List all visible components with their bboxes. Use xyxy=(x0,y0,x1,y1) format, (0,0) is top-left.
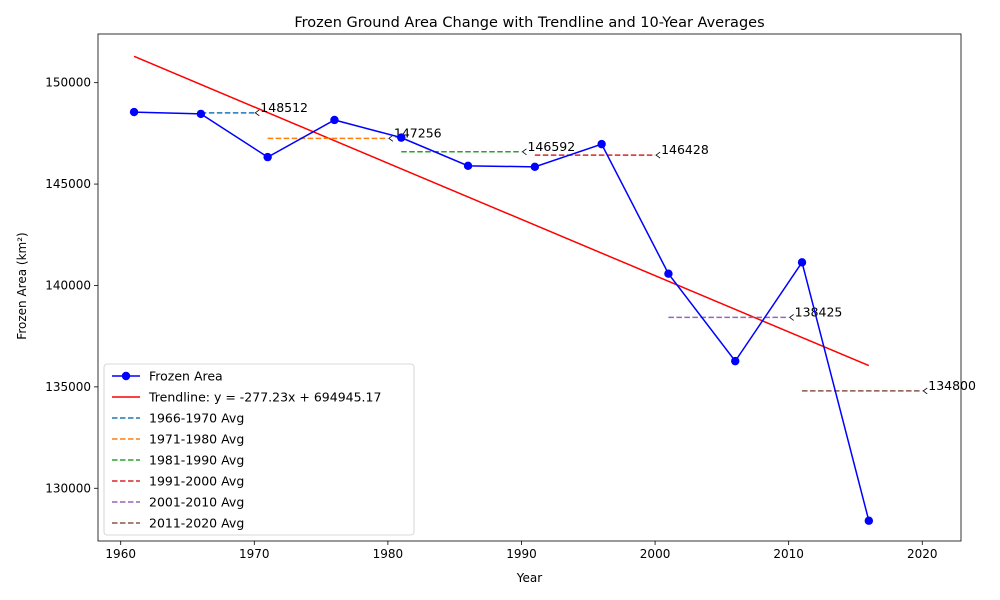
data-point xyxy=(196,109,206,119)
avg-annotation-arrow xyxy=(521,148,527,156)
legend-label: 2001-2010 Avg xyxy=(149,495,244,510)
avg-annotation-label: 146428 xyxy=(661,142,709,157)
y-tick-label: 145000 xyxy=(45,177,91,191)
x-tick-label: 1970 xyxy=(239,547,270,561)
y-tick-label: 135000 xyxy=(45,380,91,394)
legend-marker xyxy=(121,371,131,381)
avg-annotation-arrow xyxy=(789,314,794,321)
avg-annotation-label: 134800 xyxy=(928,378,976,393)
x-tick-label: 2000 xyxy=(640,547,671,561)
legend-box xyxy=(103,363,415,536)
data-point xyxy=(664,269,673,278)
legend-label: Trendline: y = -277.23x + 694945.17 xyxy=(148,390,381,405)
axes-frame xyxy=(97,33,962,542)
legend-label: Frozen Area xyxy=(149,369,223,384)
data-point xyxy=(597,139,606,149)
avg-annotation-label: 148512 xyxy=(260,100,308,115)
legend: Frozen Area Trendline: y = -277.23x + 694… xyxy=(103,363,415,536)
avg-annotation-arrow xyxy=(655,151,661,159)
avg-annotation-label: 138425 xyxy=(795,304,843,319)
avg-annotation-label: 146592 xyxy=(527,139,575,154)
y-tick-label: 130000 xyxy=(45,481,91,495)
data-point xyxy=(731,356,740,366)
data-point xyxy=(864,516,874,525)
avg-annotation-arrow xyxy=(388,135,394,142)
y-axis-label: Frozen Area (km²) xyxy=(15,232,29,339)
x-tick-label: 2020 xyxy=(907,547,938,561)
x-tick-label: 2010 xyxy=(773,547,804,561)
chart-title: Frozen Ground Area Change with Trendline… xyxy=(294,15,764,31)
legend-label: 1991-2000 Avg xyxy=(149,474,244,489)
legend-label: 2011-2020 Avg xyxy=(149,516,244,531)
data-point xyxy=(129,107,139,117)
x-tick-label: 1980 xyxy=(373,547,404,561)
y-tick-label: 140000 xyxy=(45,278,91,292)
avg-annotation-label: 147256 xyxy=(394,125,442,140)
trendline xyxy=(133,55,870,367)
data-point xyxy=(463,161,473,171)
data-point xyxy=(330,115,339,125)
legend-label: 1971-1980 Avg xyxy=(149,432,244,447)
avg-annotation-arrow xyxy=(922,387,928,395)
data-point xyxy=(530,162,540,172)
legend-label: 1981-1990 Avg xyxy=(149,453,244,468)
x-axis-label: Year xyxy=(516,571,542,585)
data-point xyxy=(797,258,807,267)
plot-area: 1960 1970 1980 1990 2000 2010 2020 130000 135000… xyxy=(45,33,976,561)
x-tick-label: 1960 xyxy=(105,547,136,561)
data-point xyxy=(263,152,272,162)
legend-label: 1966-1970 Avg xyxy=(149,411,244,426)
avg-annotation-arrow xyxy=(254,109,260,117)
y-tick-label: 150000 xyxy=(45,76,91,90)
data-point xyxy=(397,133,406,142)
series-line-frozen-area xyxy=(134,111,870,521)
x-tick-label: 1990 xyxy=(506,547,537,561)
